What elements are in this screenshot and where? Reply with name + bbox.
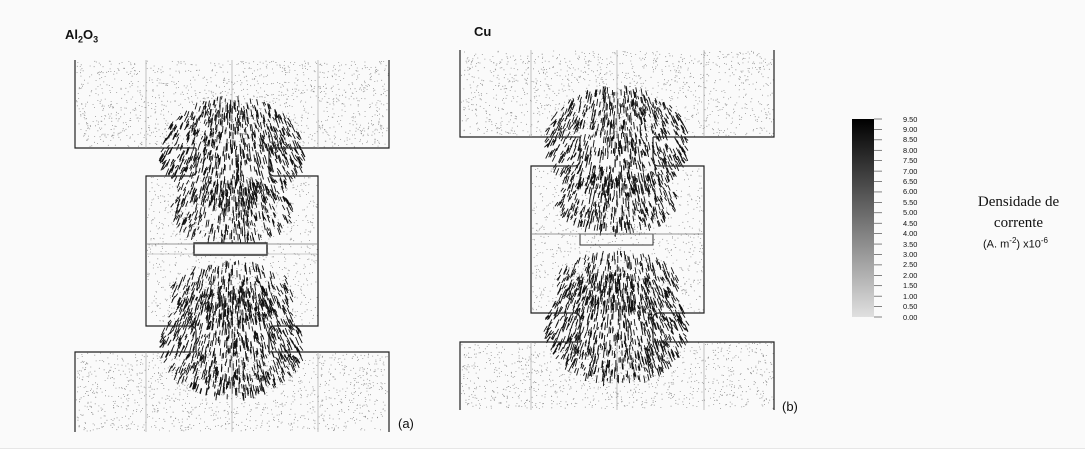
colorbar-title: Densidade de corrente (952, 192, 1085, 234)
colorbar-tick-label: 7.50 (903, 157, 917, 164)
units-exp2: -6 (1041, 236, 1048, 245)
colorbar-tick-label: 1.00 (903, 293, 917, 300)
colorbar (852, 119, 882, 317)
colorbar-tick-label: 8.00 (903, 147, 917, 154)
colorbar-tick-label: 0.50 (903, 303, 917, 310)
stipple (76, 61, 389, 147)
colorbar-title-line2: corrente (952, 213, 1085, 234)
colorbar-tick-label: 6.00 (903, 188, 917, 195)
colorbar-tick-label: 2.00 (903, 272, 917, 279)
panel-a-letter: (a) (398, 416, 414, 431)
colorbar-gradient (852, 119, 874, 317)
colorbar-tick-label: 7.00 (903, 168, 917, 175)
current-vectors (544, 86, 688, 203)
units-mid: ) x10 (1016, 239, 1040, 251)
colorbar-tick-label: 3.00 (903, 251, 917, 258)
colorbar-tick-label: 5.00 (903, 209, 917, 216)
colorbar-tick-label: 5.50 (903, 199, 917, 206)
colorbar-tick-label: 9.00 (903, 126, 917, 133)
colorbar-tick-label: 6.50 (903, 178, 917, 185)
colorbar-tick-label: 3.50 (903, 241, 917, 248)
panel-b-top-punch-right (653, 137, 704, 342)
colorbar-tick-label: 4.00 (903, 230, 917, 237)
colorbar-tick-label: 4.50 (903, 220, 917, 227)
colorbar-tick-label: 0.00 (903, 314, 917, 321)
colorbar-tick-label: 9.50 (903, 116, 917, 123)
units-prefix: (A. m (983, 239, 1009, 251)
colorbar-title-line1: Densidade de (952, 192, 1085, 213)
panel-a-top-punch-right (269, 148, 318, 352)
colorbar-tick-label: 8.50 (903, 136, 917, 143)
panel-a-sample (194, 243, 267, 255)
colorbar-ticks (874, 119, 882, 317)
colorbar-units: (A. m-2) x10-6 (946, 236, 1085, 251)
panel-b-letter: (b) (782, 399, 798, 414)
colorbar-tick-label: 2.50 (903, 261, 917, 268)
colorbar-tick-label: 1.50 (903, 282, 917, 289)
panel-b-sample (580, 234, 653, 245)
